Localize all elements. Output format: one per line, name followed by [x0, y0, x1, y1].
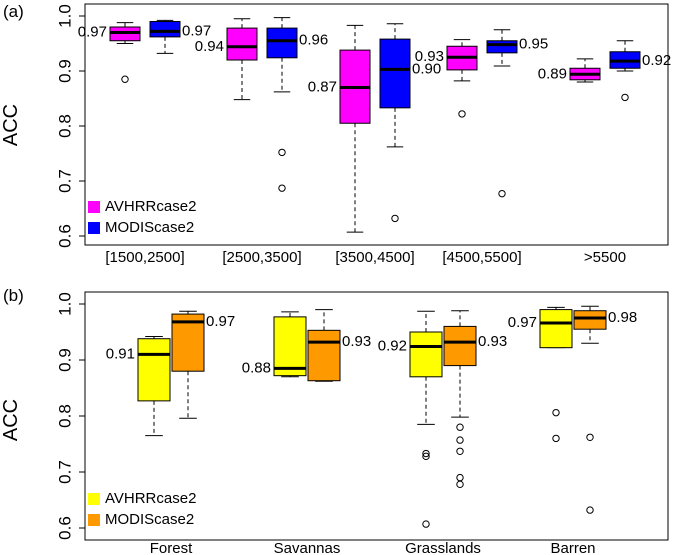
panel-label: (b) — [3, 286, 24, 305]
median-value-label: 0.93 — [478, 333, 507, 350]
median-value-label: 0.90 — [412, 60, 441, 77]
series-MODIScase2: 0.970.93 0.930.98 — [171, 305, 637, 514]
series-AVHRRcase2: 0.91 0.88 0.92 0.97 — [106, 306, 573, 528]
median-value-label: 0.96 — [299, 32, 328, 49]
outlier-point — [586, 433, 594, 441]
median-value-label: 0.93 — [415, 48, 444, 65]
median-value-label: 0.95 — [519, 36, 548, 53]
y-tick-label: 0.6 — [55, 224, 74, 248]
x-tick-label: [1500,2500] — [105, 249, 184, 266]
box — [539, 309, 573, 349]
box — [573, 310, 607, 330]
outlier-point — [391, 214, 399, 223]
box — [307, 329, 341, 382]
legend-label: AVHRRcase2 — [105, 198, 196, 215]
median-value-label: 0.87 — [308, 78, 337, 95]
panel-b: (b) ACC 0.6 0.7 0.8 0.9 1.0 Forest Savannas Grass… — [0, 286, 669, 555]
median-value-label: 0.88 — [242, 359, 271, 376]
y-tick-label: 0.6 — [55, 516, 74, 540]
median-value-label: 0.97 — [508, 314, 537, 331]
box — [486, 40, 518, 54]
median-value-label: 0.93 — [342, 333, 371, 350]
legend-swatch — [88, 493, 100, 505]
x-tick-label: >5500 — [584, 249, 626, 266]
legend-swatch — [88, 222, 100, 234]
median-value-label: 0.89 — [538, 65, 567, 82]
box — [443, 325, 477, 367]
series-AVHRRcase2: 0.970.940.870.930.89 — [78, 18, 601, 233]
x-tick-label: Barren — [550, 540, 595, 555]
median-value-label: 0.91 — [106, 345, 135, 362]
y-axis-label: ACC — [0, 399, 22, 441]
outlier-point — [278, 148, 286, 157]
outlier-point — [456, 480, 464, 489]
legend-label: AVHRRcase2 — [105, 490, 196, 507]
median-value-label: 0.92 — [378, 338, 407, 355]
outlier-point — [621, 93, 629, 102]
y-tick-label: 1.0 — [55, 292, 74, 316]
panel-label: (a) — [3, 2, 24, 21]
outlier-point — [458, 110, 466, 118]
legend: AVHRRcase2 MODIScase2 — [88, 198, 196, 236]
outlier-point — [498, 189, 506, 198]
outlier-point — [278, 184, 286, 192]
outlier-point — [422, 449, 430, 458]
outlier-point — [586, 506, 594, 514]
box — [226, 27, 258, 61]
box — [409, 331, 443, 378]
outlier-point — [456, 423, 464, 431]
median-value-label: 0.98 — [608, 309, 637, 326]
y-tick-label: 0.7 — [55, 169, 74, 193]
median-value-label: 0.97 — [182, 22, 211, 39]
median-value-label: 0.97 — [206, 313, 235, 330]
x-tick-label: [2500,3500] — [222, 249, 301, 266]
legend-label: MODIScase2 — [105, 219, 194, 236]
outlier-point — [456, 436, 464, 444]
y-tick-label: 0.7 — [55, 460, 74, 484]
outlier-point — [422, 520, 430, 528]
y-axis-label: ACC — [0, 104, 22, 146]
outlier-point — [552, 408, 560, 417]
x-tick-label: Forest — [150, 540, 193, 555]
median-value-label: 0.94 — [195, 38, 224, 55]
panel-a: (a) ACC 0.6 0.7 0.8 0.9 1.0 [1500,2500] [2500,35… — [0, 2, 671, 266]
y-tick-label: 0.8 — [55, 114, 74, 138]
x-tick-label: Grasslands — [405, 540, 481, 555]
outlier-point — [456, 447, 464, 455]
y-tick-label: 0.8 — [55, 404, 74, 428]
y-tick-label: 0.9 — [55, 348, 74, 372]
box — [379, 38, 411, 109]
y-tick-label: 0.9 — [55, 59, 74, 83]
legend-swatch — [88, 514, 100, 526]
legend: AVHRRcase2 MODIScase2 — [88, 490, 196, 528]
box — [149, 21, 181, 38]
outlier-point — [552, 434, 560, 443]
median-value-label: 0.97 — [78, 23, 107, 40]
legend-swatch — [88, 201, 100, 213]
outlier-point — [422, 452, 430, 461]
x-tick-label: [3500,4500] — [335, 249, 414, 266]
outlier-point — [121, 75, 129, 83]
y-tick-label: 1.0 — [55, 4, 74, 28]
x-tick-label: [4500,5500] — [442, 249, 521, 266]
outlier-point — [456, 473, 464, 482]
series-MODIScase2: 0.97 0.96 0.90 0.95 0.92 — [149, 17, 671, 223]
x-tick-label: Savannas — [274, 540, 341, 555]
box — [137, 338, 171, 402]
plot-frame — [84, 3, 669, 246]
box — [171, 313, 205, 372]
box — [266, 27, 298, 59]
median-value-label: 0.92 — [642, 52, 671, 69]
legend-label: MODIScase2 — [105, 511, 194, 528]
box — [273, 316, 307, 377]
